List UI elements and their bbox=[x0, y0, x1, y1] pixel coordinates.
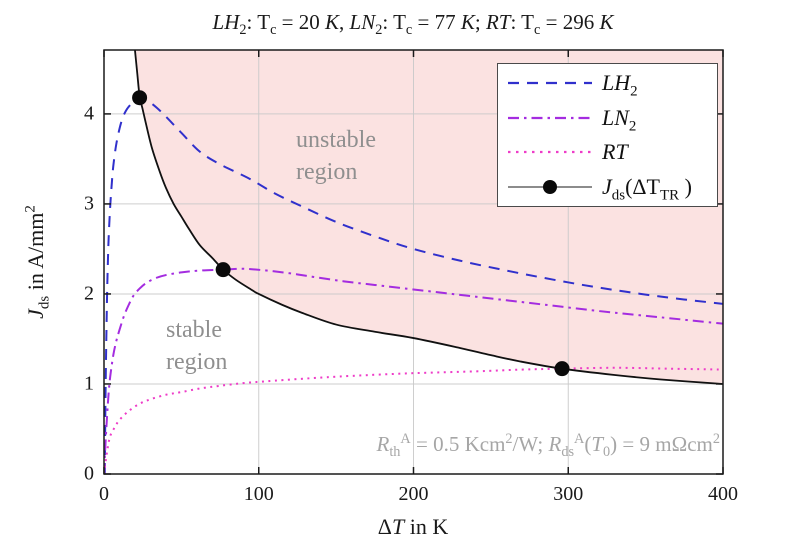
lh2-line-sample bbox=[508, 82, 592, 85]
legend-marker-dot bbox=[543, 179, 557, 194]
y-tick-label: 1 bbox=[84, 372, 94, 395]
y-tick-label: 2 bbox=[84, 282, 94, 305]
y-tick-label: 0 bbox=[84, 462, 94, 485]
legend-item-lh2: LH2 bbox=[498, 67, 717, 99]
legend-label: RT bbox=[602, 139, 628, 165]
y-tick-label: 3 bbox=[84, 192, 94, 215]
parameters-annotation: RthA = 0.5 Kcm2/W; RdsA(T0) = 9 mΩcm2 bbox=[376, 431, 720, 461]
transition-marker bbox=[554, 361, 570, 377]
legend-item-rt: RT bbox=[498, 136, 717, 168]
lh2-curve bbox=[104, 96, 723, 474]
rt-line-sample bbox=[508, 151, 592, 154]
legend-box: LH2 LN2 RT Jds(ΔTTR ) bbox=[497, 63, 718, 207]
y-axis-label: Jds in A/mm2 bbox=[22, 205, 53, 319]
x-axis-label: ΔT in K bbox=[377, 514, 449, 539]
x-tick-label: 100 bbox=[243, 483, 274, 505]
unstable-region-label: unstable region bbox=[296, 127, 376, 185]
x-tick-label: 400 bbox=[708, 483, 738, 505]
legend-label: LN2 bbox=[602, 104, 637, 135]
x-tick-label: 0 bbox=[99, 483, 109, 505]
x-tick-label: 200 bbox=[398, 483, 429, 505]
transition-marker bbox=[132, 90, 148, 106]
legend-label: Jds(ΔTTR ) bbox=[602, 173, 692, 204]
legend-item-jds-boundary: Jds(ΔTTR ) bbox=[498, 171, 717, 203]
stable-region-label: stable region bbox=[166, 317, 228, 375]
ln2-curve bbox=[104, 267, 723, 474]
ln2-line-sample bbox=[508, 116, 592, 119]
chart-title: LH2: Tc = 20 K, LN2: Tc = 77 K; RT: Tc =… bbox=[212, 10, 614, 39]
jds-boundary-line-sample bbox=[508, 179, 592, 194]
x-tick-label: 300 bbox=[553, 483, 584, 505]
legend-label: LH2 bbox=[602, 70, 638, 100]
jds-boundary-curve bbox=[134, 50, 723, 385]
y-tick-label: 4 bbox=[84, 102, 94, 125]
legend-item-ln2: LN2 bbox=[498, 102, 717, 134]
transition-marker bbox=[215, 262, 231, 278]
